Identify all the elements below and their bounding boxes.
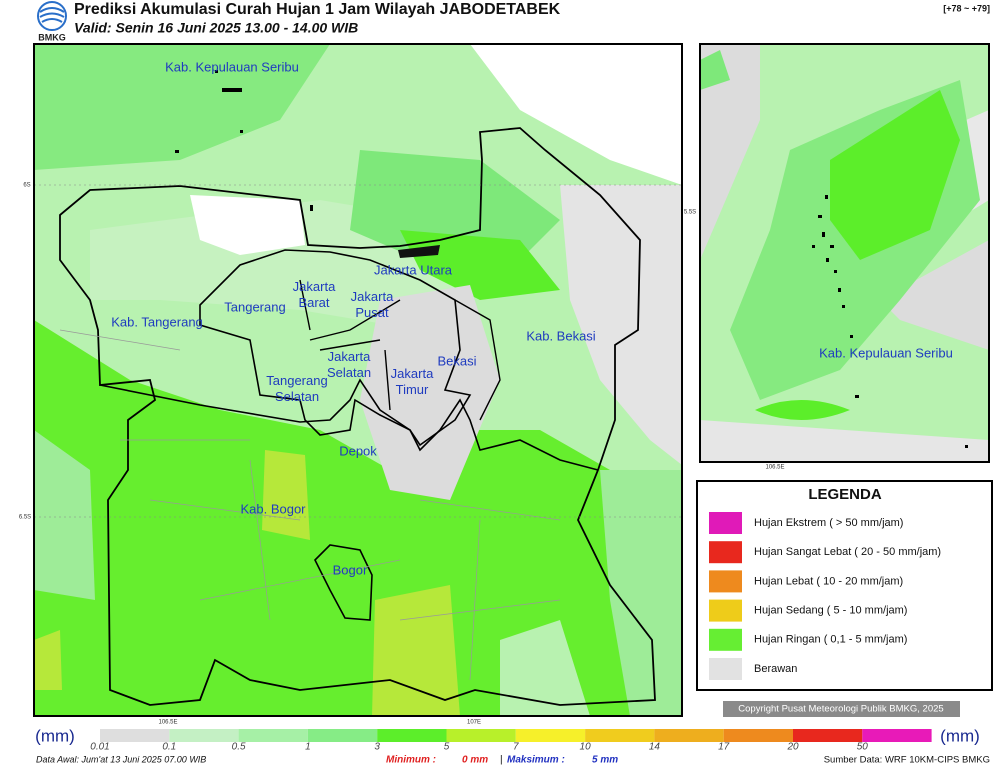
legend-label: Hujan Sedang ( 5 - 10 mm/jam) [754,605,907,617]
region-label: Kab. Bogor [240,501,306,516]
inset-frame [699,43,990,463]
islands [812,195,968,448]
region-label: Jakarta Utara [374,262,453,277]
data-awal: Data Awal: Jum'at 13 Juni 2025 07.00 WIB [36,754,206,764]
colorbar-label: 7 [513,742,519,753]
colorbar-label: 0.1 [162,742,176,753]
colorbar-segment [446,729,516,742]
region-label: Kab. Tangerang [111,314,203,329]
colorbar-segment [654,729,724,742]
lon-tick: 107E [467,720,481,726]
max-label: Maksimum : [507,755,565,766]
lon-tick: 106.5E [158,720,177,726]
legend-label: Hujan Lebat ( 10 - 20 mm/jam) [754,575,903,587]
logo-text: BMKG [38,32,66,42]
colorbar-segment [515,729,586,742]
colorbar-segment [169,729,239,742]
colorbar-segment [238,729,308,742]
colorbar-label: 5 [444,742,450,753]
copyright-bg [723,701,960,717]
split-labels: Jakarta Barat Jakarta Pusat Jakarta Selatan Ja… [266,279,434,404]
lat-tick: 6.5S [19,515,31,521]
legend-label: Hujan Ringan ( 0,1 - 5 mm/jam) [754,634,907,646]
map-frame [33,43,683,717]
legend-swatch [709,570,742,593]
colorbar-segment [585,729,655,742]
legend-label: Hujan Ekstrem ( > 50 mm/jam) [754,517,903,529]
unit-left: (mm) [35,726,75,745]
region-label: Jakarta Pusat [351,289,394,320]
colorbar-segment [723,729,793,742]
max-value: 5 mm [592,755,618,766]
region-label: Jakarta Selatan [327,349,371,380]
colorbar-label: 14 [649,742,661,753]
copyright: Copyright Pusat Meteorologi Publik BMKG,… [738,704,943,715]
region-label: Jakarta Barat [293,279,336,310]
legend-swatch [709,541,742,564]
lat-tick: 5.5S [684,210,696,216]
legend-label: Hujan Sangat Lebat ( 20 - 50 mm/jam) [754,546,941,558]
unit-right: (mm) [940,726,980,745]
legend: LEGENDA Hujan Ekstrem ( > 50 mm/jam) Huja… [696,480,993,691]
region-label: Depok [339,443,377,458]
valid-time: Valid: Senin 16 Juni 2025 13.00 - 14.00 … [74,20,358,36]
region-label: Bogor [333,562,368,577]
lon-tick: 106.5E [765,465,784,471]
title: Prediksi Akumulasi Curah Hujan 1 Jam Wil… [74,1,561,18]
inset-map: Kab. Kepulauan Seribu [700,44,989,462]
region-label: Tangerang [224,299,285,314]
colorbar-label: 0.01 [90,742,109,753]
region-label: Jakarta Timur [391,366,434,397]
region-label: Kab. Kepulauan Seribu [165,59,299,74]
colorbar: (mm) (mm) 0.01 0.1 0.5 1 3 5 7 10 14 17 20 50 [35,726,980,752]
colorbar-label: 0.5 [232,742,246,753]
range-label: [+78 ~ +79] [943,3,990,13]
region-label: Tangerang Selatan [266,373,327,404]
colorbar-label: 1 [305,742,311,753]
region-label: Kab. Bekasi [526,328,595,343]
min-label: Minimum : [386,755,436,766]
colorbar-label: 20 [786,742,799,753]
islands [175,70,313,211]
colorbar-label: 50 [857,742,869,753]
colorbar-label: 17 [718,742,730,753]
min-value: 0 mm [462,755,488,766]
lat-tick: 6S [23,183,30,189]
legend-swatch [709,512,742,534]
region-label: Bekasi [437,353,476,368]
separator: | [500,755,503,766]
colorbar-segment [307,729,378,742]
source: Sumber Data: WRF 10KM-CIPS BMKG [824,755,990,766]
colorbar-segment [377,729,447,742]
legend-label: Berawan [754,663,797,675]
colorbar-label: 10 [580,742,592,753]
logo: BMKG [37,1,67,42]
colorbar-segment [862,729,932,742]
legend-title: LEGENDA [808,486,882,503]
colorbar-segment [100,729,170,742]
legend-swatch [709,628,742,651]
colorbar-segment [793,729,863,742]
main-map: Kab. Kepulauan Seribu Kab. Tangerang Tan… [34,44,682,716]
legend-swatch [709,599,742,622]
legend-swatch [709,658,742,680]
region-label: Kab. Kepulauan Seribu [819,345,953,360]
colorbar-label: 3 [374,742,380,753]
